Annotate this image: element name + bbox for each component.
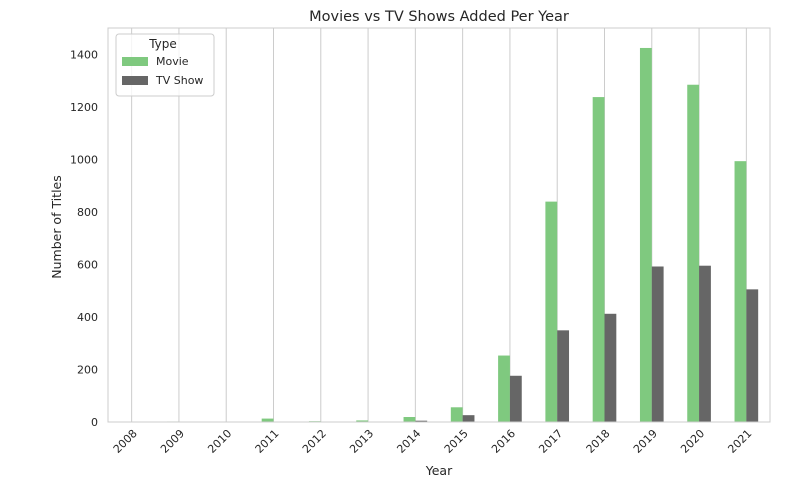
bar-tv-show-2020 bbox=[699, 266, 711, 422]
y-tick-label-1200: 1200 bbox=[70, 101, 98, 114]
legend-label-tv-show: TV Show bbox=[155, 74, 203, 87]
bar-movie-2015 bbox=[451, 407, 463, 422]
y-tick-label-400: 400 bbox=[77, 311, 98, 324]
chart-title: Movies vs TV Shows Added Per Year bbox=[309, 9, 569, 25]
bar-tv-show-2017 bbox=[557, 330, 569, 422]
legend: Type Movie TV Show bbox=[116, 34, 214, 96]
bar-movie-2017 bbox=[545, 202, 557, 422]
y-tick-label-600: 600 bbox=[77, 258, 98, 271]
legend-label-movie: Movie bbox=[156, 55, 189, 68]
y-tick-label-1000: 1000 bbox=[70, 153, 98, 166]
bar-movie-2016 bbox=[498, 356, 510, 422]
y-tick-label-800: 800 bbox=[77, 206, 98, 219]
bar-tv-show-2016 bbox=[510, 376, 522, 422]
y-tick-label-1400: 1400 bbox=[70, 48, 98, 61]
bar-tv-show-2018 bbox=[605, 314, 617, 422]
bar-tv-show-2021 bbox=[746, 289, 758, 422]
bar-movie-2019 bbox=[640, 48, 652, 422]
bar-movie-2011 bbox=[262, 419, 274, 422]
bar-movie-2021 bbox=[735, 161, 747, 422]
bar-movie-2018 bbox=[593, 97, 605, 422]
legend-swatch-movie bbox=[122, 57, 148, 66]
bar-tv-show-2019 bbox=[652, 267, 664, 422]
y-axis-label: Number of Titles bbox=[49, 175, 64, 279]
y-tick-label-0: 0 bbox=[91, 416, 98, 429]
y-tick-label-200: 200 bbox=[77, 363, 98, 376]
bar-movie-2014 bbox=[404, 417, 416, 422]
bar-movie-2020 bbox=[687, 85, 699, 422]
legend-title: Type bbox=[148, 37, 177, 51]
x-axis-label: Year bbox=[425, 463, 453, 478]
bar-tv-show-2015 bbox=[463, 415, 475, 422]
legend-swatch-tv-show bbox=[122, 76, 148, 85]
